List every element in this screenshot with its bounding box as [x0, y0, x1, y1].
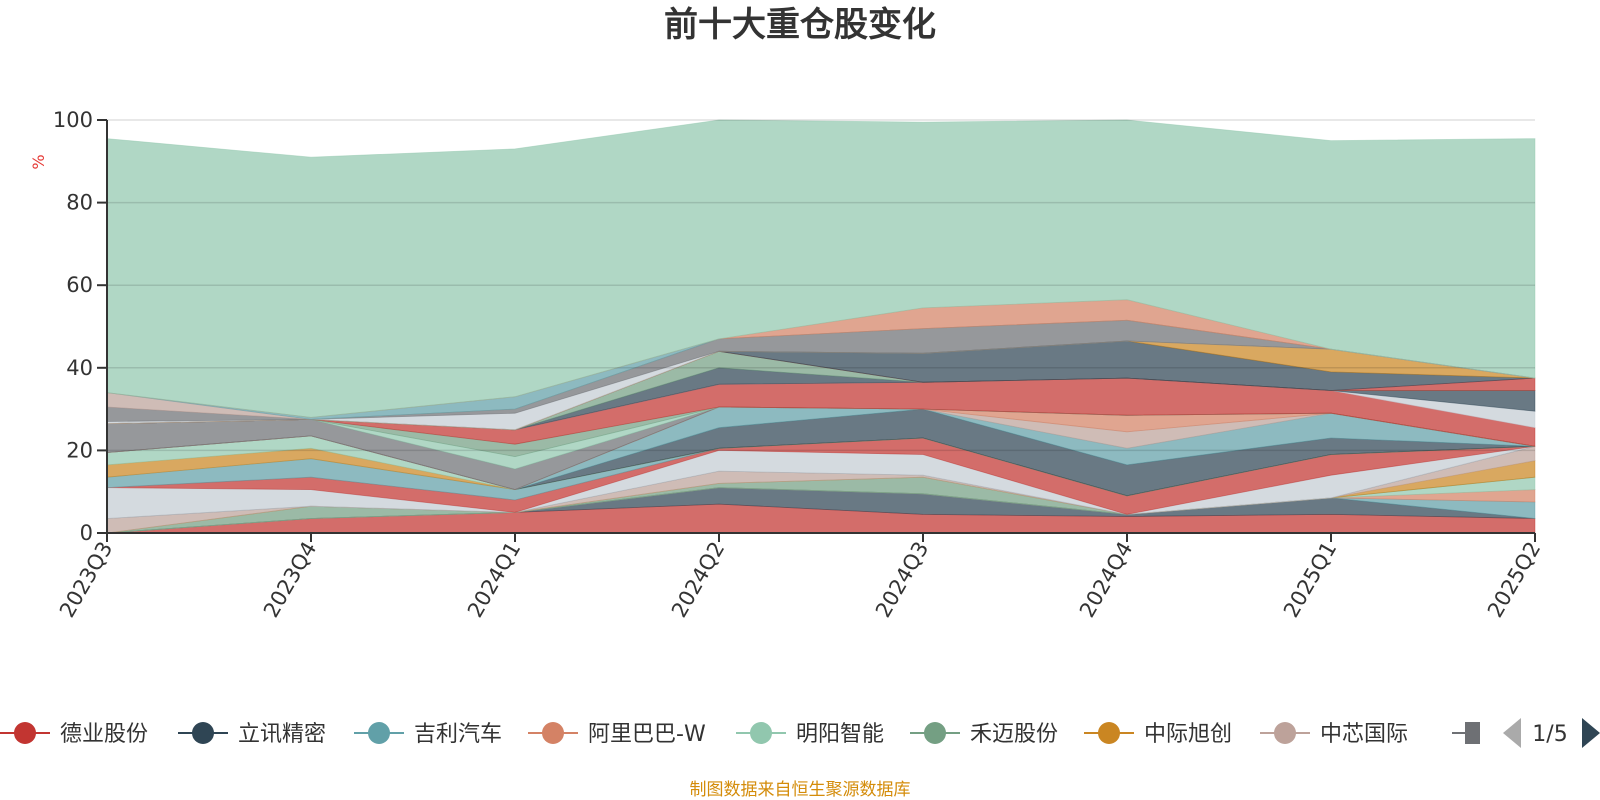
legend-circle-fill [1465, 722, 1480, 744]
pager-next-icon[interactable] [1582, 718, 1600, 748]
legend-label: 阿里巴巴-W [588, 722, 706, 747]
footer-source-text: 制图数据来自恒生聚源数据库 [690, 780, 911, 800]
legend-circle-icon [1098, 722, 1120, 744]
x-tick-label: 2023Q4 [259, 538, 321, 622]
x-tick-label: 2024Q3 [871, 538, 933, 622]
legend-item[interactable]: 吉利汽车 [354, 722, 502, 747]
x-tick-label: 2024Q1 [463, 538, 525, 622]
legend-item[interactable]: 明阳智能 [736, 722, 884, 747]
x-tick-label: 2025Q2 [1483, 538, 1545, 622]
legend-circle-icon [1274, 722, 1296, 744]
x-tick-label: 2025Q1 [1279, 538, 1341, 622]
plot-areas [106, 119, 1536, 534]
legend-label: 德业股份 [60, 722, 148, 747]
legend-item[interactable]: 立讯精密 [178, 722, 326, 747]
legend-item[interactable]: 德业股份 [0, 722, 148, 747]
legend-item[interactable]: 中芯国际 [1260, 722, 1408, 747]
legend-item[interactable]: 阿里巴巴-W [528, 722, 706, 747]
legend-circle-icon [924, 722, 946, 744]
pager-page-text: 1/5 [1532, 722, 1567, 747]
legend-circle-icon [368, 722, 390, 744]
pager-prev-icon[interactable] [1503, 718, 1521, 748]
legend-item[interactable]: 中际旭创 [1084, 722, 1232, 747]
legend-pager[interactable]: 1/5 [1503, 718, 1600, 748]
grid-lines [107, 119, 1535, 452]
x-tick-label: 2023Q3 [55, 538, 117, 622]
legend-label: 吉利汽车 [414, 722, 502, 747]
legend[interactable]: 德业股份 立讯精密 吉利汽车 阿里巴巴-W 明阳智能 禾迈股份 中际旭创 中芯国际 1/5 [0, 718, 1600, 748]
x-tick-label: 2024Q2 [667, 538, 729, 622]
y-tick-label: 60 [66, 273, 93, 297]
y-tick-label: 20 [66, 438, 93, 462]
legend-item[interactable]: 禾迈股份 [910, 722, 1058, 747]
legend-circle-icon [192, 722, 214, 744]
legend-label: 立讯精密 [238, 722, 326, 747]
y-tick-label: 0 [80, 521, 93, 545]
area-series-34 [106, 119, 1536, 418]
y-tick-label: 40 [66, 356, 93, 380]
y-tick-label: 80 [66, 191, 93, 215]
legend-overflow-item [1452, 722, 1480, 744]
chart-title: 前十大重仓股变化 [664, 5, 936, 45]
legend-label: 禾迈股份 [970, 722, 1058, 747]
legend-label: 明阳智能 [796, 722, 884, 747]
legend-label: 中芯国际 [1320, 722, 1408, 747]
x-tick-label: 2024Q4 [1075, 538, 1137, 622]
legend-circle-icon [14, 722, 36, 744]
legend-label: 中际旭创 [1144, 722, 1232, 747]
y-axis-label: % [29, 154, 48, 169]
y-tick-label: 100 [53, 108, 93, 132]
legend-circle-icon [750, 722, 772, 744]
legend-circle-icon [542, 722, 564, 744]
